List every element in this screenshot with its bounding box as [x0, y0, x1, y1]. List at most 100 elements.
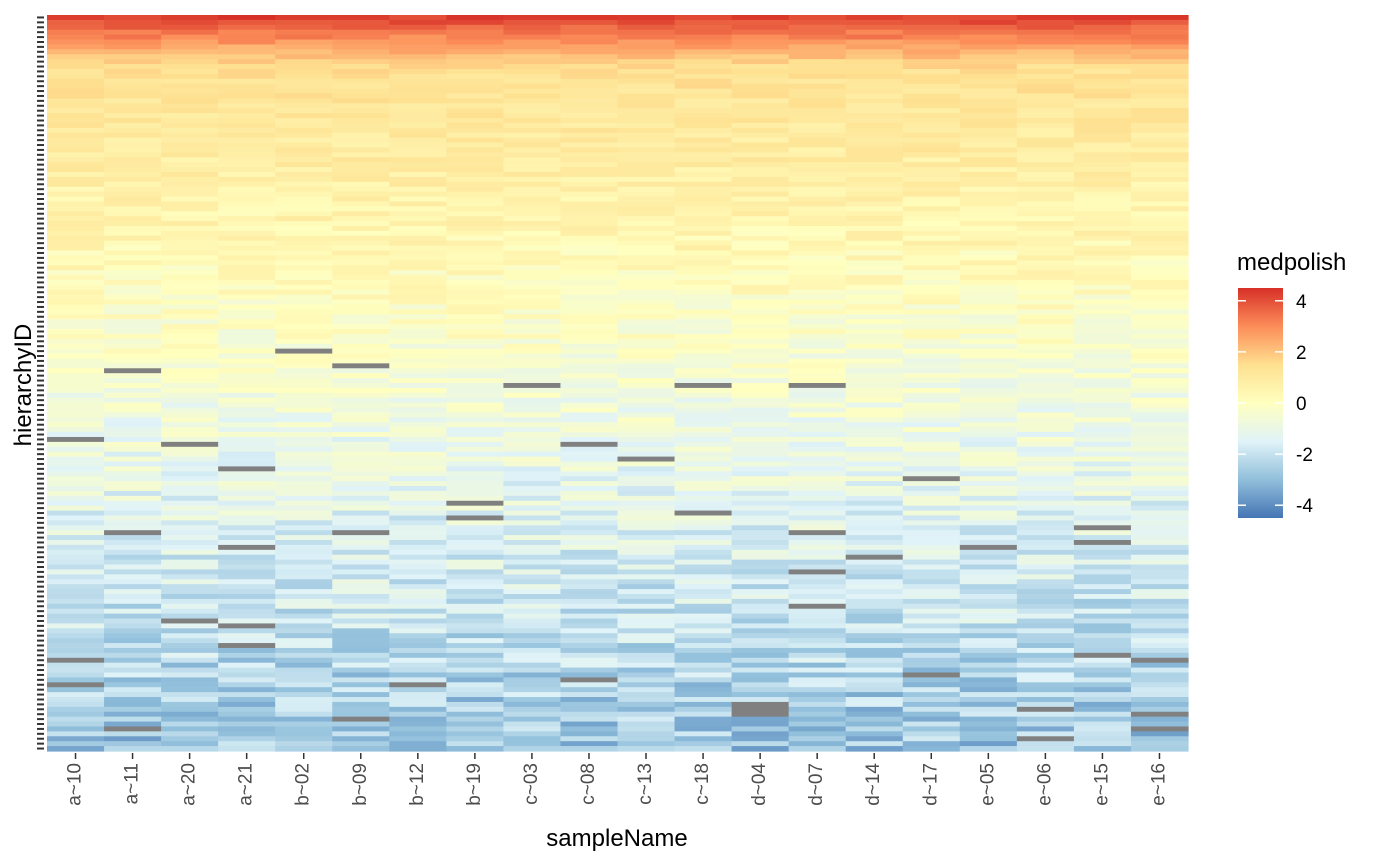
heatmap-cell — [845, 589, 904, 595]
heatmap-cell — [275, 108, 333, 114]
heatmap-cell — [674, 162, 733, 168]
heatmap-cell — [47, 216, 105, 222]
heatmap-cell — [788, 711, 847, 718]
heatmap-cell — [275, 255, 333, 261]
heatmap-cell — [845, 127, 904, 134]
heatmap-cell — [560, 579, 619, 585]
heatmap-cell — [161, 93, 219, 100]
heatmap-cell — [47, 113, 105, 119]
heatmap-cell — [47, 530, 105, 536]
heatmap-cell — [959, 181, 1018, 188]
heatmap-cell — [275, 603, 333, 610]
heatmap-cell — [1016, 397, 1075, 404]
heatmap-cell — [503, 451, 562, 458]
heatmap-cell — [959, 647, 1018, 654]
heatmap-cell — [902, 324, 961, 330]
heatmap-cell — [674, 687, 733, 693]
heatmap-cell — [446, 44, 504, 50]
heatmap-cell — [617, 412, 676, 418]
heatmap-cell — [674, 49, 733, 55]
heatmap-cell — [560, 314, 619, 320]
heatmap-cell — [959, 103, 1018, 109]
heatmap-cell — [218, 495, 276, 502]
heatmap-cell — [446, 623, 504, 629]
heatmap-cell — [275, 436, 333, 443]
heatmap-cell — [275, 304, 333, 310]
heatmap-cell — [617, 15, 676, 21]
heatmap-cell — [1016, 657, 1075, 664]
heatmap-cell — [1016, 309, 1075, 315]
heatmap-cell — [674, 329, 733, 335]
heatmap-cell — [617, 265, 676, 271]
heatmap-cell — [617, 613, 676, 620]
heatmap-cell — [902, 49, 961, 55]
heatmap-cell — [617, 466, 676, 472]
heatmap-cell — [731, 397, 790, 404]
heatmap-cell — [617, 638, 676, 644]
heatmap-cell — [446, 638, 504, 644]
heatmap-cell — [1130, 505, 1189, 512]
heatmap-cell — [788, 284, 847, 291]
heatmap-cell — [446, 235, 504, 242]
heatmap-cell — [389, 554, 447, 561]
heatmap-cell — [389, 275, 447, 281]
heatmap-cell — [332, 201, 390, 207]
heatmap-cell — [275, 726, 333, 732]
heatmap-cell — [332, 432, 390, 438]
heatmap-cell — [389, 122, 447, 129]
heatmap-cell — [1016, 711, 1075, 718]
heatmap-cell — [161, 294, 219, 301]
heatmap-cell — [1073, 64, 1132, 70]
heatmap-cell — [731, 554, 790, 561]
heatmap-cell — [731, 662, 790, 669]
heatmap-cell — [788, 466, 847, 472]
heatmap-cell — [332, 540, 390, 546]
heatmap-cell — [446, 584, 504, 590]
heatmap-cell — [902, 436, 961, 443]
heatmap-cell — [389, 221, 447, 227]
heatmap-cell — [959, 559, 1018, 566]
heatmap-cell — [218, 54, 276, 60]
heatmap-cell — [161, 245, 219, 252]
heatmap-cell — [959, 451, 1018, 458]
heatmap-cell — [332, 598, 390, 605]
heatmap-cell — [902, 235, 961, 242]
heatmap-cell — [218, 397, 276, 404]
heatmap-cell — [104, 486, 162, 492]
heatmap-cell — [1016, 201, 1075, 207]
heatmap-cell — [218, 68, 276, 75]
heatmap-cell — [674, 579, 733, 585]
x-tick-label: c~13 — [635, 763, 656, 805]
heatmap-cell — [788, 584, 847, 590]
heatmap-cell — [389, 289, 447, 296]
heatmap-cell — [617, 191, 676, 198]
heatmap-cell — [788, 289, 847, 296]
heatmap-cell — [446, 93, 504, 100]
heatmap-cell — [503, 284, 562, 291]
heatmap-cell — [218, 417, 276, 423]
heatmap-cell — [731, 520, 790, 526]
heatmap-cell — [1130, 176, 1189, 183]
heatmap-cell — [959, 736, 1018, 742]
x-tick-label: a~11 — [122, 763, 143, 804]
heatmap-cell — [47, 608, 105, 615]
heatmap-cell — [389, 441, 447, 448]
heatmap-cell — [902, 186, 961, 193]
heatmap-cell — [503, 157, 562, 163]
heatmap-cell — [1073, 451, 1132, 458]
heatmap-cell — [104, 598, 162, 605]
heatmap-cell — [1016, 613, 1075, 620]
heatmap-cell — [503, 432, 562, 438]
heatmap-cell — [161, 68, 219, 75]
heatmap-cell — [389, 216, 447, 222]
heatmap-cell — [1073, 196, 1132, 203]
heatmap-cell — [902, 73, 961, 80]
heatmap-cell — [1073, 540, 1132, 546]
heatmap-cell — [560, 118, 619, 124]
heatmap-cell — [1016, 15, 1075, 21]
heatmap-cell — [275, 638, 333, 644]
x-tick-label: d~14 — [863, 763, 884, 806]
heatmap-cell — [1073, 432, 1132, 438]
heatmap-cell — [104, 265, 162, 271]
heatmap-cell — [104, 701, 162, 708]
